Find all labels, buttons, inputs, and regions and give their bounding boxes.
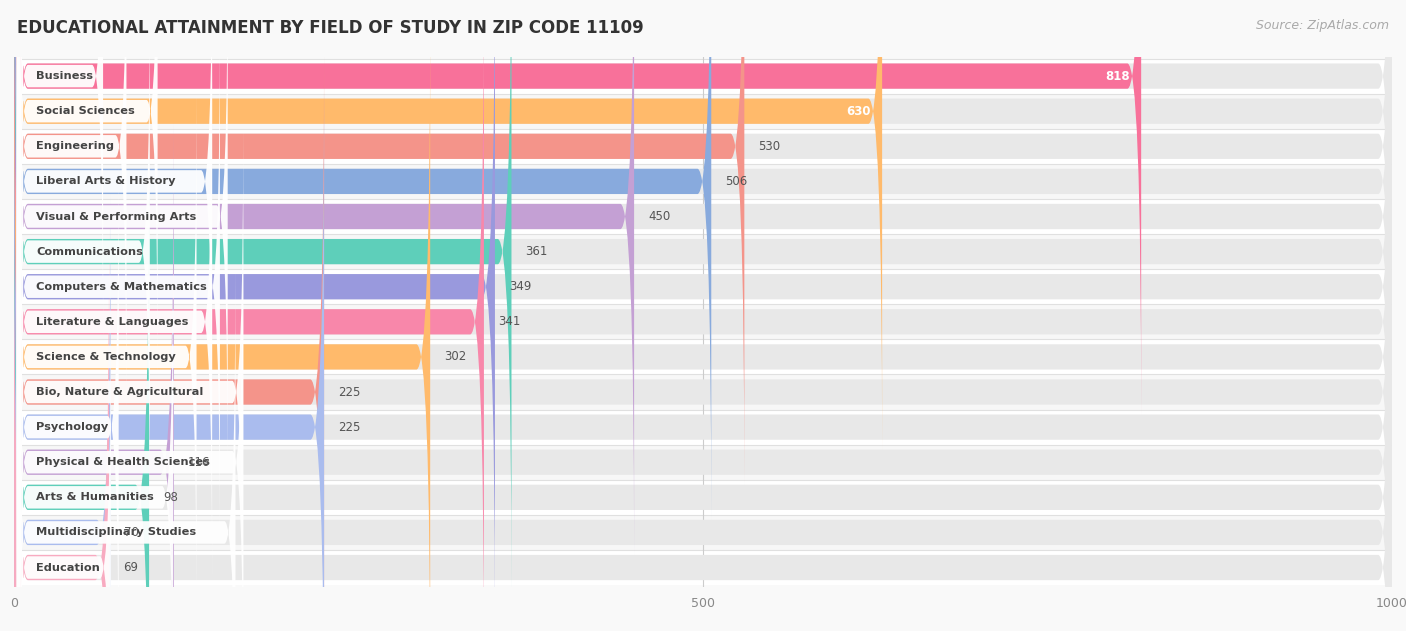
Text: Psychology: Psychology — [37, 422, 108, 432]
Text: 70: 70 — [124, 526, 139, 539]
Text: Source: ZipAtlas.com: Source: ZipAtlas.com — [1256, 19, 1389, 32]
Text: 361: 361 — [526, 245, 547, 258]
FancyBboxPatch shape — [17, 87, 197, 627]
Text: 818: 818 — [1105, 69, 1130, 83]
FancyBboxPatch shape — [14, 0, 1392, 449]
FancyBboxPatch shape — [14, 234, 1392, 269]
FancyBboxPatch shape — [14, 0, 1392, 485]
FancyBboxPatch shape — [17, 0, 157, 380]
FancyBboxPatch shape — [14, 0, 744, 485]
Text: Communications: Communications — [37, 247, 143, 257]
FancyBboxPatch shape — [14, 199, 1392, 234]
FancyBboxPatch shape — [14, 54, 325, 631]
FancyBboxPatch shape — [17, 0, 212, 451]
Text: 450: 450 — [648, 210, 671, 223]
Text: Literature & Languages: Literature & Languages — [37, 317, 188, 327]
Text: Bio, Nature & Agricultural: Bio, Nature & Agricultural — [37, 387, 204, 397]
Text: 302: 302 — [444, 350, 467, 363]
FancyBboxPatch shape — [14, 159, 149, 631]
FancyBboxPatch shape — [14, 164, 1392, 199]
FancyBboxPatch shape — [14, 0, 1392, 415]
Text: 98: 98 — [163, 491, 177, 504]
Text: 530: 530 — [758, 140, 780, 153]
FancyBboxPatch shape — [14, 339, 1392, 374]
FancyBboxPatch shape — [14, 0, 882, 449]
Text: Multidisciplinary Studies: Multidisciplinary Studies — [37, 528, 197, 538]
Text: Business: Business — [37, 71, 93, 81]
FancyBboxPatch shape — [14, 124, 174, 631]
FancyBboxPatch shape — [14, 374, 1392, 410]
Text: EDUCATIONAL ATTAINMENT BY FIELD OF STUDY IN ZIP CODE 11109: EDUCATIONAL ATTAINMENT BY FIELD OF STUDY… — [17, 19, 644, 37]
FancyBboxPatch shape — [14, 194, 111, 631]
FancyBboxPatch shape — [14, 0, 1392, 555]
FancyBboxPatch shape — [17, 0, 127, 416]
FancyBboxPatch shape — [14, 0, 484, 631]
FancyBboxPatch shape — [17, 192, 243, 631]
Text: 506: 506 — [725, 175, 748, 188]
FancyBboxPatch shape — [14, 445, 1392, 480]
FancyBboxPatch shape — [14, 89, 1392, 631]
FancyBboxPatch shape — [17, 0, 150, 521]
FancyBboxPatch shape — [14, 54, 1392, 631]
FancyBboxPatch shape — [14, 59, 1392, 93]
FancyBboxPatch shape — [14, 194, 1392, 631]
FancyBboxPatch shape — [14, 0, 1142, 415]
FancyBboxPatch shape — [14, 0, 711, 520]
FancyBboxPatch shape — [17, 263, 235, 631]
FancyBboxPatch shape — [14, 89, 325, 631]
FancyBboxPatch shape — [17, 0, 228, 486]
Text: Science & Technology: Science & Technology — [37, 352, 176, 362]
FancyBboxPatch shape — [17, 0, 103, 346]
Text: Physical & Health Sciences: Physical & Health Sciences — [37, 457, 209, 467]
FancyBboxPatch shape — [14, 159, 1392, 631]
FancyBboxPatch shape — [17, 298, 111, 631]
FancyBboxPatch shape — [14, 18, 430, 631]
FancyBboxPatch shape — [14, 0, 1392, 520]
FancyBboxPatch shape — [14, 0, 1392, 625]
Text: 349: 349 — [509, 280, 531, 293]
FancyBboxPatch shape — [14, 0, 495, 625]
FancyBboxPatch shape — [14, 124, 1392, 631]
FancyBboxPatch shape — [14, 269, 1392, 304]
Text: 341: 341 — [498, 316, 520, 328]
FancyBboxPatch shape — [14, 129, 1392, 164]
Text: 225: 225 — [337, 421, 360, 433]
FancyBboxPatch shape — [14, 229, 1392, 631]
Text: 225: 225 — [337, 386, 360, 399]
FancyBboxPatch shape — [17, 228, 173, 631]
Text: 69: 69 — [122, 561, 138, 574]
Text: Arts & Humanities: Arts & Humanities — [37, 492, 153, 502]
FancyBboxPatch shape — [14, 480, 1392, 515]
Text: Education: Education — [37, 562, 100, 572]
FancyBboxPatch shape — [14, 515, 1392, 550]
Text: Visual & Performing Arts: Visual & Performing Arts — [37, 211, 197, 221]
FancyBboxPatch shape — [14, 93, 1392, 129]
FancyBboxPatch shape — [17, 158, 118, 631]
FancyBboxPatch shape — [14, 0, 1392, 590]
FancyBboxPatch shape — [14, 0, 1392, 631]
FancyBboxPatch shape — [14, 0, 512, 590]
Text: Liberal Arts & History: Liberal Arts & History — [37, 177, 176, 186]
Text: 630: 630 — [846, 105, 872, 118]
FancyBboxPatch shape — [14, 18, 1392, 631]
FancyBboxPatch shape — [14, 410, 1392, 445]
Text: Engineering: Engineering — [37, 141, 114, 151]
Text: Social Sciences: Social Sciences — [37, 106, 135, 116]
FancyBboxPatch shape — [14, 550, 1392, 585]
FancyBboxPatch shape — [17, 52, 212, 591]
FancyBboxPatch shape — [14, 304, 1392, 339]
FancyBboxPatch shape — [17, 122, 243, 631]
FancyBboxPatch shape — [14, 229, 110, 631]
Text: Computers & Mathematics: Computers & Mathematics — [37, 281, 207, 292]
FancyBboxPatch shape — [17, 17, 219, 557]
Text: 116: 116 — [187, 456, 209, 469]
FancyBboxPatch shape — [14, 0, 634, 555]
